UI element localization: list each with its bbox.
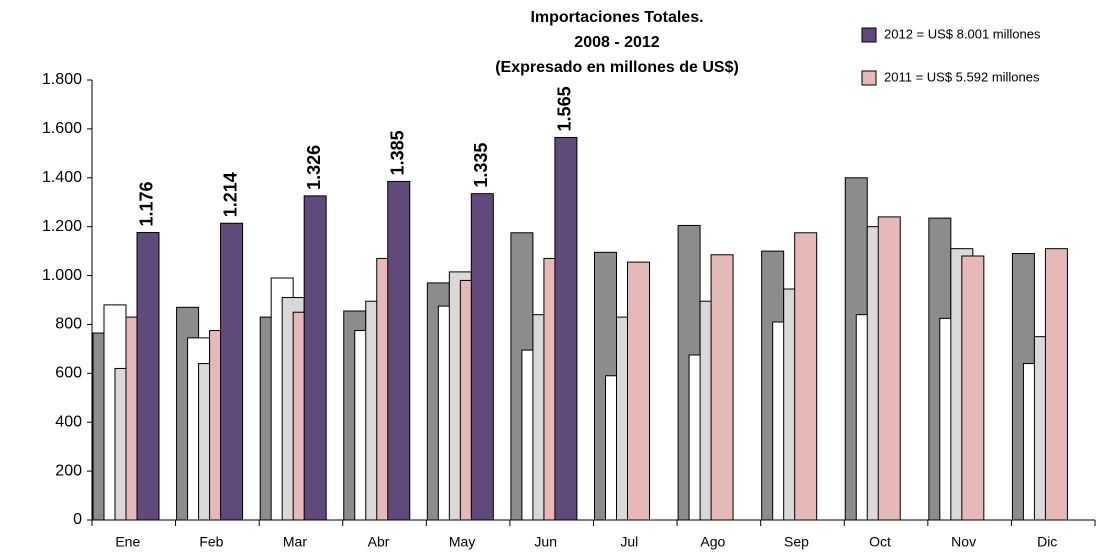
bar (627, 261, 650, 521)
x-tick-label: Ene (115, 534, 140, 550)
data-label: 1.335 (471, 143, 491, 188)
bar (136, 232, 160, 521)
y-tick-label: 600 (55, 365, 82, 382)
bar (794, 232, 818, 521)
data-label: 1.385 (388, 130, 408, 175)
y-tick-label: 0 (73, 511, 82, 528)
y-tick-label: 1.800 (42, 71, 82, 88)
bar (303, 195, 327, 521)
x-tick-label: Jun (534, 534, 557, 550)
x-tick-label: Mar (283, 534, 307, 550)
bar (220, 222, 244, 521)
x-tick-label: Sep (784, 534, 809, 550)
legend-label: 2012 = US$ 8.001 millones (884, 26, 1041, 41)
bar (877, 216, 901, 521)
bar (387, 180, 411, 521)
y-tick-label: 1.400 (42, 169, 82, 186)
x-tick-label: Abr (368, 534, 390, 550)
chart-title: 2008 - 2012 (574, 34, 660, 51)
bar (1044, 248, 1068, 521)
y-tick-label: 200 (55, 462, 82, 479)
chart-title: (Expresado en millones de US$) (495, 59, 739, 76)
y-tick-label: 800 (55, 316, 82, 333)
bar (710, 254, 734, 521)
x-tick-label: Feb (199, 534, 223, 550)
legend-label: 2011 = US$ 5.592 millones (884, 69, 1040, 84)
x-tick-label: Oct (869, 534, 891, 550)
y-tick-label: 400 (55, 413, 82, 430)
x-tick-label: Jul (620, 534, 638, 550)
x-tick-label: Nov (951, 534, 976, 550)
bar (554, 136, 578, 521)
y-tick-label: 1.000 (42, 267, 82, 284)
chart-title: Importaciones Totales. (530, 9, 703, 26)
bar (961, 255, 985, 521)
x-tick-label: May (449, 534, 475, 550)
legend-swatch (861, 27, 877, 43)
x-tick-label: Dic (1037, 534, 1057, 550)
x-tick-label: Ago (700, 534, 725, 550)
data-label: 1.565 (555, 86, 575, 131)
data-label: 1.176 (137, 181, 157, 226)
data-label: 1.214 (220, 172, 240, 217)
data-label: 1.326 (304, 145, 324, 190)
bar (470, 193, 494, 521)
y-tick-label: 1.600 (42, 120, 82, 137)
y-tick-label: 1.200 (42, 218, 82, 235)
legend-swatch (861, 70, 877, 86)
